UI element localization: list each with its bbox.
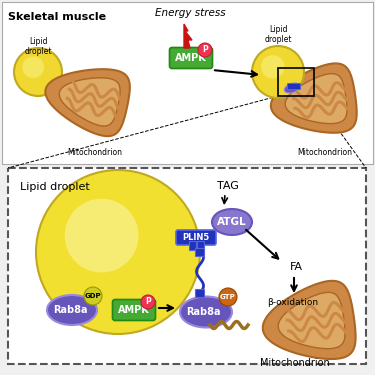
Bar [8, 168, 366, 364]
FancyBboxPatch shape [170, 48, 213, 69]
Circle shape [22, 56, 44, 78]
FancyBboxPatch shape [288, 84, 300, 90]
Polygon shape [184, 24, 192, 48]
FancyBboxPatch shape [176, 230, 216, 245]
Text: Lipid
droplet: Lipid droplet [264, 25, 292, 44]
Bar [278, 68, 314, 96]
Polygon shape [278, 292, 345, 349]
Text: Lipid droplet: Lipid droplet [20, 182, 90, 192]
Text: Energy stress: Energy stress [154, 8, 225, 18]
Text: PLIN5: PLIN5 [182, 232, 210, 242]
Text: Lipid
droplet: Lipid droplet [24, 37, 52, 56]
Circle shape [219, 288, 237, 306]
Text: β-oxidation: β-oxidation [267, 298, 318, 307]
Text: Mitochondrion: Mitochondrion [260, 358, 330, 368]
FancyBboxPatch shape [195, 290, 204, 297]
Circle shape [84, 287, 102, 305]
Ellipse shape [212, 209, 252, 235]
Polygon shape [271, 63, 357, 133]
Text: ATGL: ATGL [217, 217, 247, 227]
Text: Mitochondrion: Mitochondrion [297, 148, 352, 157]
Polygon shape [45, 69, 130, 136]
Text: TAG: TAG [217, 181, 239, 191]
Circle shape [141, 295, 155, 309]
Ellipse shape [47, 295, 97, 325]
Text: AMPK: AMPK [118, 305, 150, 315]
Polygon shape [59, 78, 120, 126]
Ellipse shape [284, 83, 300, 93]
Circle shape [65, 199, 138, 273]
FancyBboxPatch shape [112, 300, 156, 321]
FancyBboxPatch shape [198, 242, 204, 250]
Circle shape [198, 43, 212, 57]
Polygon shape [263, 281, 356, 359]
Circle shape [261, 55, 285, 78]
Polygon shape [285, 74, 347, 124]
Text: P: P [202, 45, 208, 54]
FancyBboxPatch shape [195, 249, 204, 256]
Circle shape [36, 170, 200, 334]
Text: AMPK: AMPK [175, 53, 207, 63]
Text: Mitochondrion: Mitochondrion [68, 148, 123, 157]
Ellipse shape [180, 297, 232, 327]
Text: GTP: GTP [220, 294, 236, 300]
Text: GDP: GDP [85, 293, 101, 299]
FancyBboxPatch shape [189, 242, 196, 250]
Circle shape [252, 46, 304, 98]
Text: Rab8a: Rab8a [186, 307, 220, 317]
Text: Skeletal muscle: Skeletal muscle [8, 12, 106, 22]
Bar [2, 2, 373, 164]
Circle shape [14, 48, 62, 96]
Text: FA: FA [290, 262, 303, 272]
Text: Rab8a: Rab8a [53, 305, 87, 315]
Text: P: P [145, 297, 151, 306]
